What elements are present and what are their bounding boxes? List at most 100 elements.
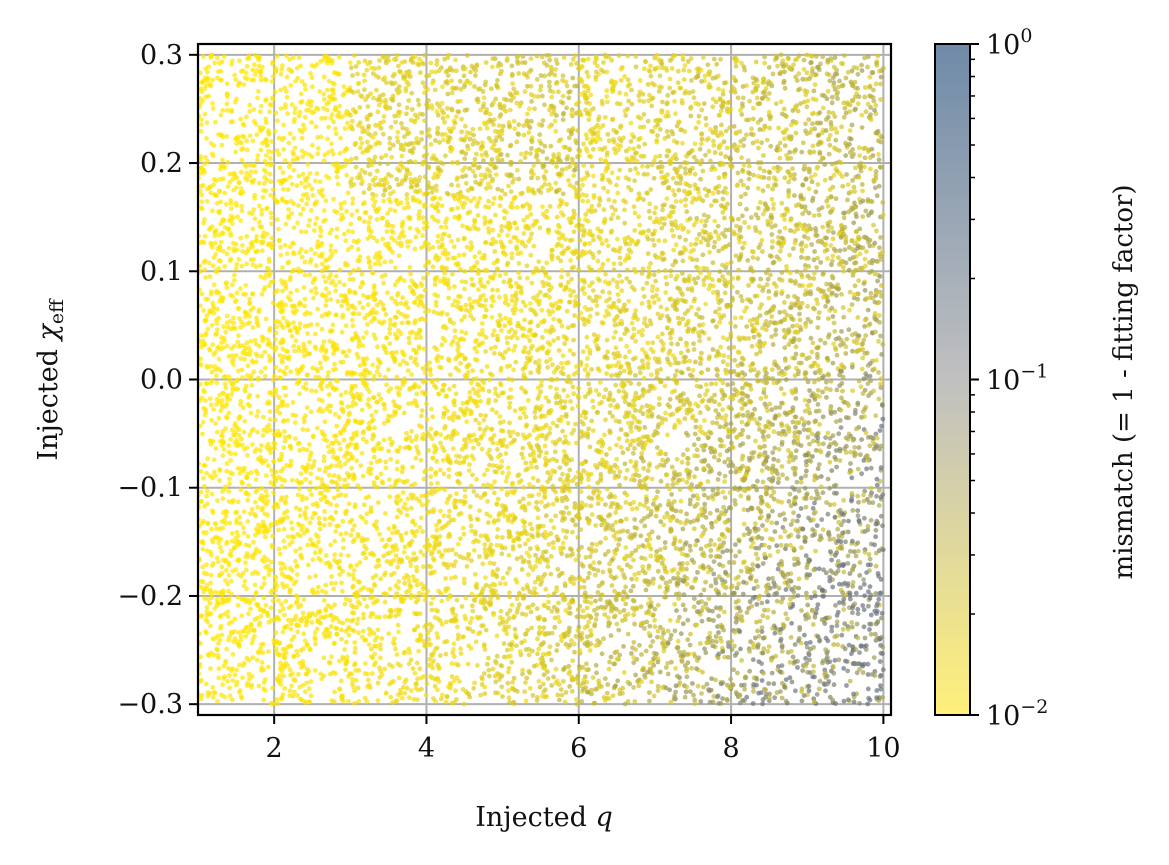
scatter-point: [776, 476, 782, 481]
scatter-point: [331, 196, 336, 202]
scatter-point: [754, 138, 760, 144]
scatter-point: [827, 578, 833, 584]
scatter-point: [334, 174, 340, 180]
scatter-point: [548, 143, 554, 149]
scatter-point: [404, 512, 410, 518]
scatter-point: [593, 55, 599, 61]
scatter-point: [245, 373, 250, 378]
scatter-point: [874, 688, 880, 693]
scatter-point: [374, 519, 379, 524]
scatter-point: [729, 144, 735, 150]
scatter-point: [587, 444, 593, 450]
scatter-point: [470, 608, 476, 614]
scatter-point: [691, 604, 697, 610]
scatter-point: [432, 683, 438, 689]
scatter-point: [576, 217, 582, 223]
scatter-point: [767, 170, 773, 175]
scatter-point: [831, 682, 837, 688]
scatter-point: [253, 589, 259, 595]
scatter-point: [523, 680, 528, 685]
scatter-point: [364, 139, 370, 145]
scatter-point: [586, 484, 592, 490]
scatter-point: [576, 385, 581, 391]
scatter-point: [346, 572, 352, 577]
scatter-point: [333, 312, 339, 318]
scatter-point: [702, 418, 707, 423]
scatter-point: [367, 215, 373, 220]
scatter-point: [528, 252, 534, 258]
scatter-point: [502, 215, 507, 221]
scatter-point: [691, 341, 696, 347]
scatter-point: [741, 532, 747, 538]
scatter-point: [710, 487, 716, 493]
scatter-point: [536, 678, 542, 684]
scatter-point: [699, 218, 704, 224]
scatter-point: [649, 288, 655, 294]
scatter-point: [562, 341, 568, 347]
scatter-point: [760, 635, 766, 641]
scatter-point: [736, 267, 741, 273]
scatter-point: [534, 465, 539, 470]
scatter-point: [645, 468, 651, 474]
scatter-point: [499, 458, 505, 464]
scatter-point: [762, 443, 767, 449]
scatter-point: [522, 317, 527, 323]
scatter-point: [380, 54, 386, 60]
scatter-point: [270, 74, 276, 79]
scatter-point: [840, 388, 845, 394]
scatter-point: [642, 316, 648, 321]
scatter-point: [531, 243, 537, 249]
scatter-point: [235, 499, 241, 505]
scatter-point: [300, 610, 306, 616]
scatter-point: [281, 606, 286, 612]
scatter-point: [697, 355, 703, 361]
scatter-point: [571, 215, 576, 221]
scatter-point: [646, 208, 652, 214]
scatter-point: [608, 230, 614, 236]
scatter-point: [385, 211, 390, 216]
scatter-point: [703, 116, 709, 121]
scatter-point: [594, 303, 600, 308]
scatter-point: [866, 603, 871, 609]
scatter-point: [709, 524, 715, 530]
scatter-point: [592, 700, 598, 706]
scatter-point: [427, 360, 433, 366]
scatter-point: [718, 151, 724, 157]
scatter-point: [356, 266, 362, 272]
scatter-point: [610, 414, 616, 419]
scatter-point: [601, 636, 606, 642]
scatter-point: [770, 71, 776, 77]
scatter-point: [270, 377, 276, 383]
scatter-point: [744, 305, 749, 311]
scatter-point: [547, 57, 552, 63]
scatter-point: [813, 610, 819, 616]
scatter-point: [654, 287, 660, 293]
scatter-point: [678, 336, 683, 342]
scatter-point: [246, 611, 251, 617]
scatter-point: [198, 469, 204, 474]
scatter-point: [782, 143, 788, 149]
scatter-point: [618, 261, 623, 267]
scatter-point: [251, 539, 256, 545]
scatter-point: [272, 129, 278, 134]
scatter-point: [817, 110, 823, 116]
scatter-point: [397, 445, 403, 450]
scatter-point: [694, 666, 699, 672]
scatter-point: [443, 699, 449, 705]
scatter-point: [329, 148, 335, 154]
scatter-point: [570, 75, 576, 81]
scatter-point: [688, 519, 693, 525]
scatter-point: [789, 648, 794, 654]
scatter-point: [502, 323, 508, 329]
scatter-point: [841, 268, 847, 274]
scatter-point: [641, 112, 647, 117]
scatter-point: [714, 198, 719, 204]
scatter-point: [640, 358, 645, 364]
scatter-point: [720, 359, 726, 365]
scatter-point: [726, 227, 732, 233]
scatter-point: [763, 310, 769, 316]
scatter-point: [675, 68, 681, 74]
scatter-point: [855, 400, 861, 406]
scatter-point: [824, 500, 829, 505]
scatter-point: [670, 482, 676, 487]
